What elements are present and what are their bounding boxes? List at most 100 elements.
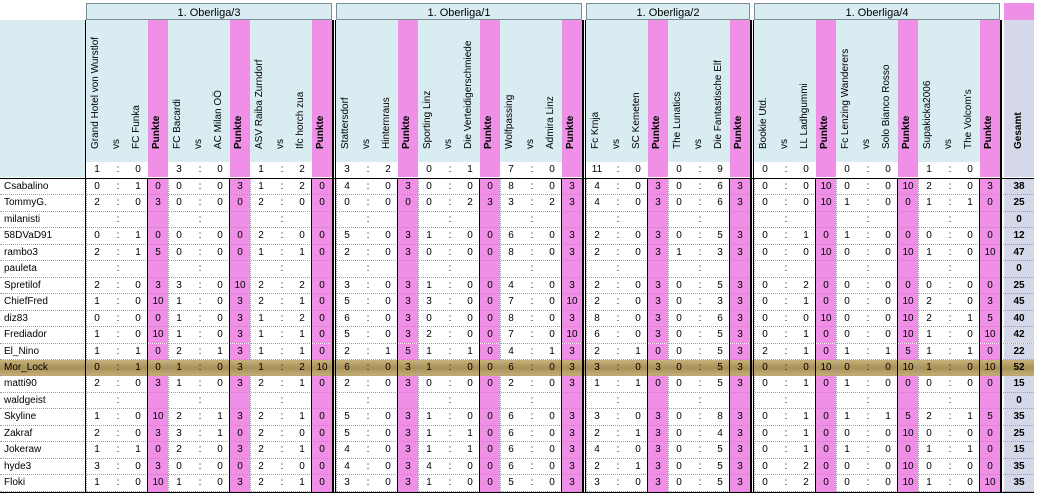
tip-punkte: [648, 211, 668, 229]
tip-punkte: 3: [730, 409, 750, 426]
tip-away: 0: [549, 460, 555, 472]
tip-punkte: [398, 261, 418, 278]
tip-away: 0: [217, 197, 223, 209]
table-row: [0, 179, 1034, 196]
tip-punkte: 0: [312, 442, 332, 459]
tip-home: 2: [594, 460, 600, 472]
team-home-header-text: The Lunatics: [672, 91, 683, 149]
tip-home: 8: [508, 181, 514, 192]
tip-away: 0: [467, 460, 473, 472]
tip-home: 0: [676, 477, 682, 489]
tip-away: 0: [467, 181, 473, 192]
tip-punkte: 0: [816, 475, 836, 492]
tip-away: [128, 212, 148, 228]
tip-home: 2: [926, 312, 932, 324]
tip-colon: :: [530, 345, 534, 357]
tip-punkte: 0: [312, 425, 332, 443]
tip-colon: :: [866, 427, 870, 439]
tip-away: 1: [299, 444, 305, 456]
tip-punkte: [980, 261, 1000, 278]
player-total: 25: [1004, 195, 1034, 212]
tip-away: 0: [885, 279, 891, 291]
player-name: milanisti: [4, 213, 41, 225]
tip-away: 1: [635, 345, 641, 357]
tip-punkte: 0: [312, 244, 332, 262]
tip-away: 0: [885, 460, 891, 472]
row-divider: [0, 260, 1034, 262]
vs-label: vs: [690, 20, 710, 162]
tip-colon: :: [198, 460, 202, 472]
tip-punkte: 5: [980, 409, 1000, 426]
tip-punkte: 3: [730, 228, 750, 245]
tip-colon: :: [366, 329, 370, 341]
tip-colon: :: [198, 296, 202, 308]
tip-colon: :: [448, 263, 452, 275]
row-divider: [0, 457, 1034, 459]
player-total: 38: [1004, 179, 1034, 196]
tip-away: 1: [967, 312, 973, 324]
tip-colon: :: [530, 312, 534, 324]
player-name: Skyline: [4, 411, 37, 423]
tip-colon: :: [366, 263, 370, 275]
tip-away: 3: [717, 296, 723, 308]
tip-away: [292, 261, 312, 277]
result-punkte-blank: [562, 162, 582, 177]
group-border-right: [582, 20, 584, 492]
tip-colon: :: [698, 477, 702, 489]
team-away-header: FC Funka: [128, 20, 148, 162]
team-home-header-text: FC Bacardi: [172, 98, 183, 149]
tip-colon: :: [198, 427, 202, 439]
tip-away: 0: [217, 279, 223, 291]
tip-punkte: 0: [312, 475, 332, 492]
tip-home: 5: [344, 329, 350, 341]
tip-home: [668, 212, 690, 228]
tip-away: 0: [549, 444, 555, 456]
tip-away: [292, 212, 312, 228]
tip-home: 0: [426, 246, 432, 258]
tip-home: 2: [594, 296, 600, 308]
tip-colon: :: [280, 477, 284, 489]
tip-away: 0: [135, 427, 141, 439]
tip-colon: :: [448, 411, 452, 423]
tip-home: 7: [508, 329, 514, 341]
table-row: [0, 458, 1034, 476]
tip-colon: :: [784, 296, 788, 308]
column-divider: [418, 179, 419, 492]
tip-home: 7: [508, 296, 514, 308]
tip-away: 2: [467, 197, 473, 209]
team-home-header: Wolfpassing: [500, 20, 522, 162]
punkte-header: Punkte: [816, 20, 836, 162]
tip-home: 1: [426, 411, 432, 423]
result-colon: :: [940, 162, 960, 177]
tip-home: 1: [426, 279, 432, 291]
tip-punkte: 3: [730, 458, 750, 476]
tip-away: 0: [135, 460, 141, 472]
team-away-header-text: Hinternraus: [381, 97, 392, 149]
tip-away: 0: [135, 329, 141, 341]
tip-away: 1: [135, 230, 141, 242]
tip-away: 0: [885, 329, 891, 341]
tip-colon: :: [948, 345, 952, 357]
tip-away: 0: [549, 279, 555, 291]
table-row: [0, 310, 1034, 328]
vs-label: vs: [272, 20, 292, 162]
punkte-header-text: Punkte: [733, 115, 744, 149]
result-away: 2: [378, 162, 398, 177]
tip-punkte: 3: [648, 179, 668, 196]
result-punkte-blank: [230, 162, 250, 177]
tip-punkte: 3: [148, 376, 168, 393]
tip-home: 6: [344, 312, 350, 324]
tip-home: 1: [94, 477, 100, 489]
tip-punkte: 3: [730, 442, 750, 459]
tip-home: 4: [594, 444, 600, 456]
tip-punkte: 0: [480, 327, 500, 344]
tip-punkte: 0: [230, 195, 250, 212]
tip-home: 0: [844, 361, 850, 373]
tip-punkte: 10: [898, 475, 918, 492]
result-punkte-blank: [816, 162, 836, 177]
tip-colon: :: [530, 181, 534, 192]
tip-punkte: 3: [730, 310, 750, 328]
tip-home: 1: [426, 345, 432, 357]
tip-away: 2: [299, 181, 305, 192]
tip-home: 0: [676, 444, 682, 456]
